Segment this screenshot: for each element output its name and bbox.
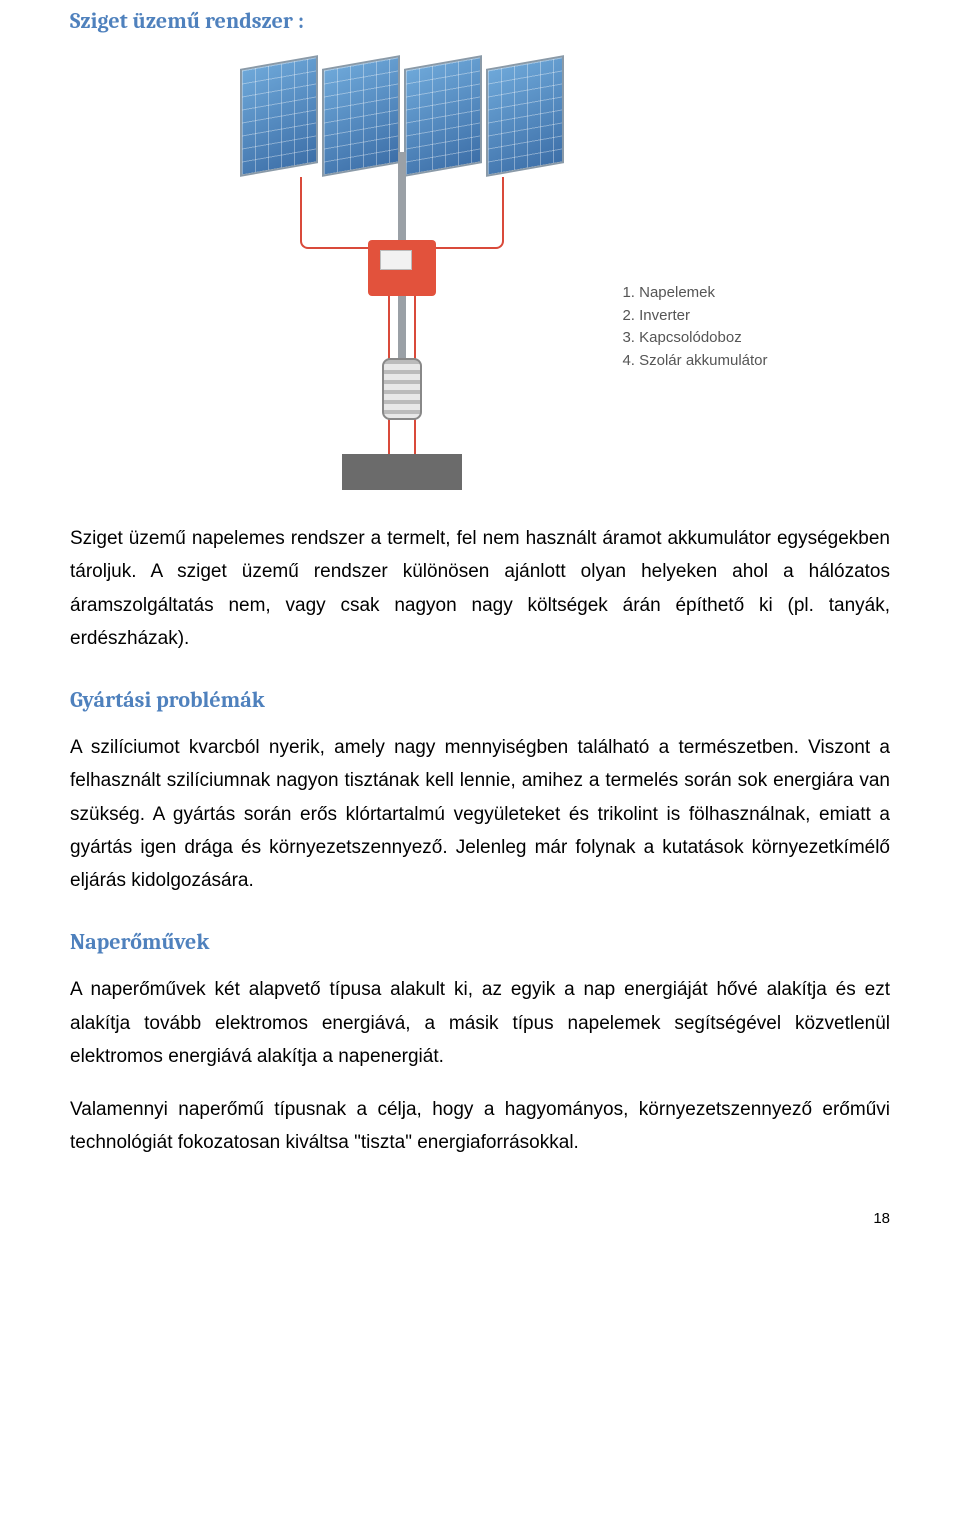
wire-icon <box>402 177 504 249</box>
heading-manufacturing-problems: Gyártási problémák <box>70 687 890 713</box>
solar-panel-icon <box>322 55 400 177</box>
legend-item: 2. Inverter <box>622 305 767 328</box>
heading-solar-plants: Naperőművek <box>70 929 890 955</box>
mounting-pole-icon <box>398 296 406 358</box>
solar-panel-icon <box>404 55 482 177</box>
battery-icon <box>382 358 422 420</box>
paragraph-plant-types: A naperőművek két alapvető típusa alakul… <box>70 973 890 1073</box>
inverter-icon <box>368 240 436 296</box>
legend-item: 3. Kapcsolódoboz <box>622 327 767 350</box>
paragraph-plant-goal: Valamennyi naperőmű típusnak a célja, ho… <box>70 1093 890 1160</box>
wire-icon <box>300 177 402 249</box>
document-page: Sziget üzemű rendszer : 1. Napelemek 2. … <box>0 0 960 1267</box>
heading-island-system: Sziget üzemű rendszer : <box>70 8 890 34</box>
paragraph-island-system: Sziget üzemű napelemes rendszer a termel… <box>70 522 890 655</box>
legend-item: 4. Szolár akkumulátor <box>622 350 767 373</box>
legend-item: 1. Napelemek <box>622 282 767 305</box>
paragraph-manufacturing: A szilíciumot kvarcból nyerik, amely nag… <box>70 731 890 897</box>
solar-system-diagram <box>192 62 612 492</box>
page-number: 18 <box>70 1210 890 1227</box>
solar-diagram-container: 1. Napelemek 2. Inverter 3. Kapcsolódobo… <box>70 62 890 492</box>
solar-panel-icon <box>486 55 564 177</box>
solar-panel-icon <box>240 55 318 177</box>
ground-base-icon <box>342 454 462 490</box>
mounting-pole-icon <box>398 152 406 242</box>
diagram-legend: 1. Napelemek 2. Inverter 3. Kapcsolódobo… <box>622 282 767 372</box>
